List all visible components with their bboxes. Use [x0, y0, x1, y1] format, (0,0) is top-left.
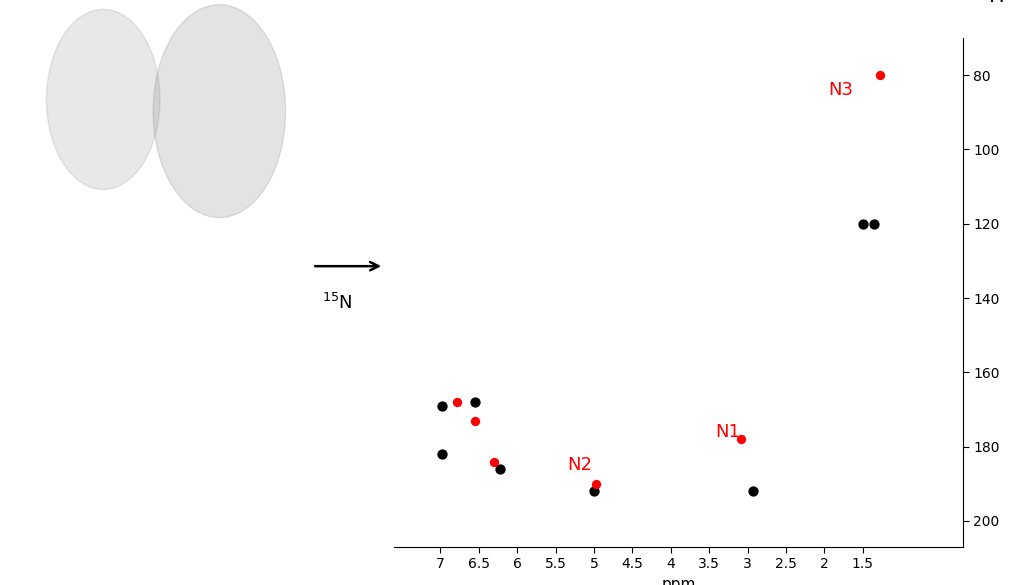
- Ellipse shape: [46, 9, 160, 190]
- Ellipse shape: [154, 5, 286, 218]
- Text: N3: N3: [828, 81, 854, 99]
- Point: [854, 219, 870, 229]
- Point: [744, 487, 761, 496]
- Text: $^{15}$N: $^{15}$N: [323, 292, 352, 313]
- Point: [586, 487, 602, 496]
- Text: N1: N1: [716, 423, 740, 441]
- Point: [486, 457, 503, 466]
- Point: [467, 416, 483, 425]
- Point: [871, 71, 888, 80]
- Point: [434, 449, 451, 459]
- Text: $^{1}$H: $^{1}$H: [978, 0, 1004, 8]
- Point: [467, 397, 483, 407]
- Point: [434, 401, 451, 411]
- Point: [866, 219, 883, 229]
- Point: [733, 435, 750, 444]
- Text: N2: N2: [567, 456, 592, 474]
- Point: [493, 464, 509, 474]
- X-axis label: ppm: ppm: [662, 577, 695, 585]
- Point: [588, 479, 604, 488]
- Point: [449, 397, 465, 407]
